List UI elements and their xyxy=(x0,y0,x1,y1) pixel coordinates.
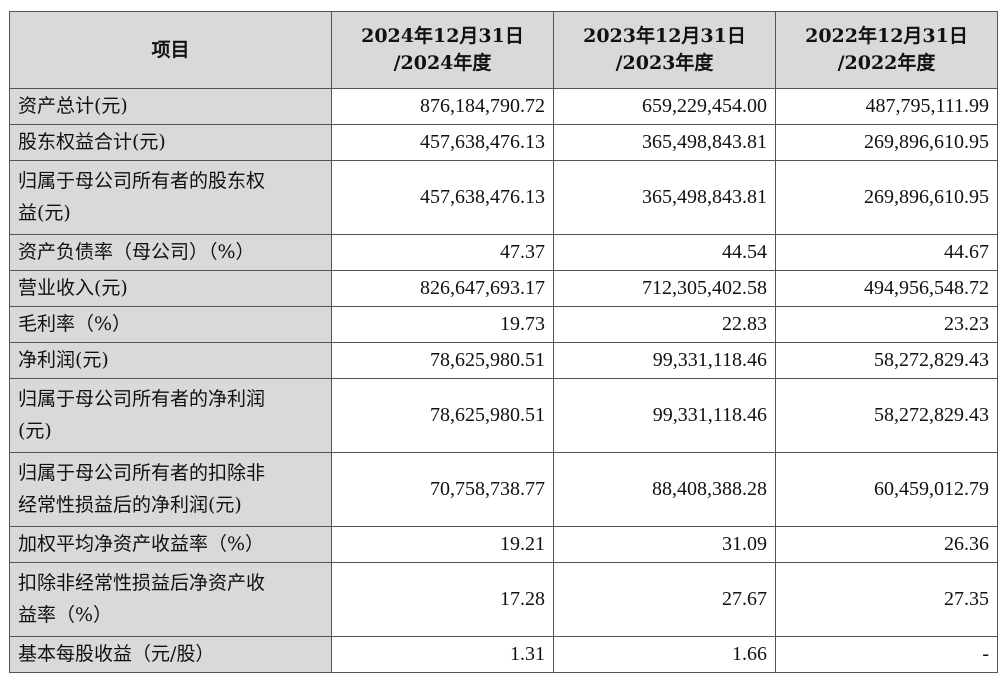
row-label-line2: 益(元) xyxy=(18,201,71,224)
value-2023: 88,408,388.28 xyxy=(553,452,776,527)
value-2022: 269,896,610.95 xyxy=(775,160,998,235)
value-2022: 26.36 xyxy=(775,526,998,563)
row-label: 毛利率（%） xyxy=(9,306,332,343)
table-row: 净利润(元) 78,625,980.51 99,331,118.46 58,27… xyxy=(9,342,998,379)
row-label: 基本每股收益（元/股） xyxy=(9,636,332,673)
row-label: 营业收入(元) xyxy=(9,270,332,307)
financial-summary-table: 项目 2024年12月31日 /2024年度 2023年12月31日 /2023… xyxy=(9,11,998,673)
value-2022: 60,459,012.79 xyxy=(775,452,998,527)
row-label: 净利润(元) xyxy=(9,342,332,379)
value-2024: 457,638,476.13 xyxy=(331,160,554,235)
header-col-2022-line2: /2022年度 xyxy=(837,52,936,74)
value-2023: 99,331,118.46 xyxy=(553,342,776,379)
value-2023: 365,498,843.81 xyxy=(553,160,776,235)
table-row: 毛利率（%） 19.73 22.83 23.23 xyxy=(9,306,998,343)
header-col-2024-line2: /2024年度 xyxy=(393,52,492,74)
value-2022: 58,272,829.43 xyxy=(775,378,998,453)
table-row: 归属于母公司所有者的净利润 (元) 78,625,980.51 99,331,1… xyxy=(9,378,998,453)
row-label-line1: 扣除非经常性损益后净资产收 xyxy=(18,572,266,595)
value-2022: 269,896,610.95 xyxy=(775,124,998,161)
value-2024: 1.31 xyxy=(331,636,554,673)
value-2024: 826,647,693.17 xyxy=(331,270,554,307)
value-2024: 19.21 xyxy=(331,526,554,563)
value-2022: 23.23 xyxy=(775,306,998,343)
row-label: 股东权益合计(元) xyxy=(9,124,332,161)
header-col-2024: 2024年12月31日 /2024年度 xyxy=(331,11,554,89)
row-label: 归属于母公司所有者的净利润 (元) xyxy=(9,378,332,453)
row-label: 归属于母公司所有者的扣除非 经常性损益后的净利润(元) xyxy=(9,452,332,527)
header-item-label: 项目 xyxy=(151,38,190,61)
header-col-2023: 2023年12月31日 /2023年度 xyxy=(553,11,776,89)
row-label-line1: 归属于母公司所有者的净利润 xyxy=(18,388,266,411)
value-2024: 876,184,790.72 xyxy=(331,88,554,125)
value-2024: 78,625,980.51 xyxy=(331,378,554,453)
value-2023: 365,498,843.81 xyxy=(553,124,776,161)
value-2022: - xyxy=(775,636,998,673)
value-2024: 457,638,476.13 xyxy=(331,124,554,161)
header-col-2023-line1: 2023年12月31日 xyxy=(583,25,746,48)
row-label-line2: 益率（%） xyxy=(18,603,113,626)
row-label: 资产负债率（母公司）（%） xyxy=(9,234,332,271)
value-2023: 99,331,118.46 xyxy=(553,378,776,453)
table-row: 资产总计(元) 876,184,790.72 659,229,454.00 48… xyxy=(9,88,998,125)
table-row: 资产负债率（母公司）（%） 47.37 44.54 44.67 xyxy=(9,234,998,271)
value-2024: 17.28 xyxy=(331,562,554,637)
table-row: 基本每股收益（元/股） 1.31 1.66 - xyxy=(9,636,998,673)
value-2024: 78,625,980.51 xyxy=(331,342,554,379)
header-col-2024-line1: 2024年12月31日 xyxy=(361,25,524,48)
table-header-row: 项目 2024年12月31日 /2024年度 2023年12月31日 /2023… xyxy=(9,11,998,89)
value-2023: 1.66 xyxy=(553,636,776,673)
value-2023: 27.67 xyxy=(553,562,776,637)
value-2023: 44.54 xyxy=(553,234,776,271)
header-col-2022-line1: 2022年12月31日 xyxy=(805,25,968,48)
table-row: 加权平均净资产收益率（%） 19.21 31.09 26.36 xyxy=(9,526,998,563)
row-label: 加权平均净资产收益率（%） xyxy=(9,526,332,563)
row-label-line2: 经常性损益后的净利润(元) xyxy=(18,493,242,516)
row-label-line2: (元) xyxy=(18,419,52,442)
row-label-line1: 归属于母公司所有者的股东权 xyxy=(18,170,266,193)
value-2023: 31.09 xyxy=(553,526,776,563)
table-row: 营业收入(元) 826,647,693.17 712,305,402.58 49… xyxy=(9,270,998,307)
table-row: 归属于母公司所有者的扣除非 经常性损益后的净利润(元) 70,758,738.7… xyxy=(9,452,998,527)
value-2022: 27.35 xyxy=(775,562,998,637)
row-label: 资产总计(元) xyxy=(9,88,332,125)
value-2023: 22.83 xyxy=(553,306,776,343)
value-2024: 70,758,738.77 xyxy=(331,452,554,527)
table-row: 归属于母公司所有者的股东权 益(元) 457,638,476.13 365,49… xyxy=(9,160,998,235)
value-2022: 58,272,829.43 xyxy=(775,342,998,379)
row-label-line1: 归属于母公司所有者的扣除非 xyxy=(18,462,266,485)
value-2022: 44.67 xyxy=(775,234,998,271)
row-label: 扣除非经常性损益后净资产收 益率（%） xyxy=(9,562,332,637)
value-2024: 19.73 xyxy=(331,306,554,343)
row-label: 归属于母公司所有者的股东权 益(元) xyxy=(9,160,332,235)
value-2022: 494,956,548.72 xyxy=(775,270,998,307)
header-col-2022: 2022年12月31日 /2022年度 xyxy=(775,11,998,89)
value-2024: 47.37 xyxy=(331,234,554,271)
table-row: 股东权益合计(元) 457,638,476.13 365,498,843.81 … xyxy=(9,124,998,161)
header-item: 项目 xyxy=(9,11,332,89)
value-2022: 487,795,111.99 xyxy=(775,88,998,125)
value-2023: 659,229,454.00 xyxy=(553,88,776,125)
header-col-2023-line2: /2023年度 xyxy=(615,52,714,74)
value-2023: 712,305,402.58 xyxy=(553,270,776,307)
table-row: 扣除非经常性损益后净资产收 益率（%） 17.28 27.67 27.35 xyxy=(9,562,998,637)
